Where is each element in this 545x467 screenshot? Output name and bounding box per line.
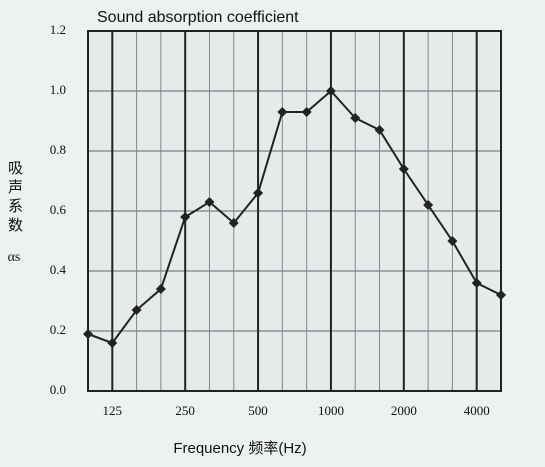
x-tick-label: 250: [175, 403, 195, 418]
data-point: [471, 278, 482, 288]
data-point: [277, 107, 288, 117]
data-point: [131, 305, 142, 315]
data-point: [374, 125, 385, 135]
data-point: [496, 290, 506, 300]
data-point: [204, 197, 215, 207]
data-point: [325, 86, 336, 96]
x-tick-label: 1000: [318, 403, 344, 418]
data-line: [87, 89, 502, 345]
data-point: [107, 338, 118, 348]
x-axis-label: Frequency 频率(Hz): [173, 440, 306, 457]
y-tick-label: 1.0: [50, 82, 66, 97]
data-point: [398, 164, 409, 174]
x-tick-label: 2000: [391, 403, 417, 418]
data-point: [423, 200, 434, 210]
y-tick-label: 0.6: [50, 202, 67, 217]
x-tick-label: 125: [103, 403, 123, 418]
data-point: [350, 113, 361, 123]
data-point: [83, 329, 93, 339]
y-tick-label: 1.2: [50, 22, 66, 37]
x-tick-label: 500: [248, 403, 268, 418]
data-point: [228, 218, 239, 228]
y-tick-label: 0.2: [50, 322, 66, 337]
chart-title: Sound absorption coefficient: [97, 9, 299, 26]
data-point: [301, 107, 312, 117]
y-tick-label: 0.0: [50, 382, 66, 397]
y-axis-label: 吸声系数: [6, 160, 23, 236]
y-tick-label: 0.8: [50, 142, 66, 157]
y-axis-symbol: αs: [8, 250, 21, 265]
plot-frame: [87, 30, 502, 392]
data-point: [447, 236, 458, 246]
x-tick-label: 4000: [464, 403, 490, 418]
data-point: [155, 284, 166, 294]
data-point: [180, 212, 191, 222]
y-tick-label: 0.4: [50, 262, 67, 277]
data-point: [253, 188, 264, 198]
